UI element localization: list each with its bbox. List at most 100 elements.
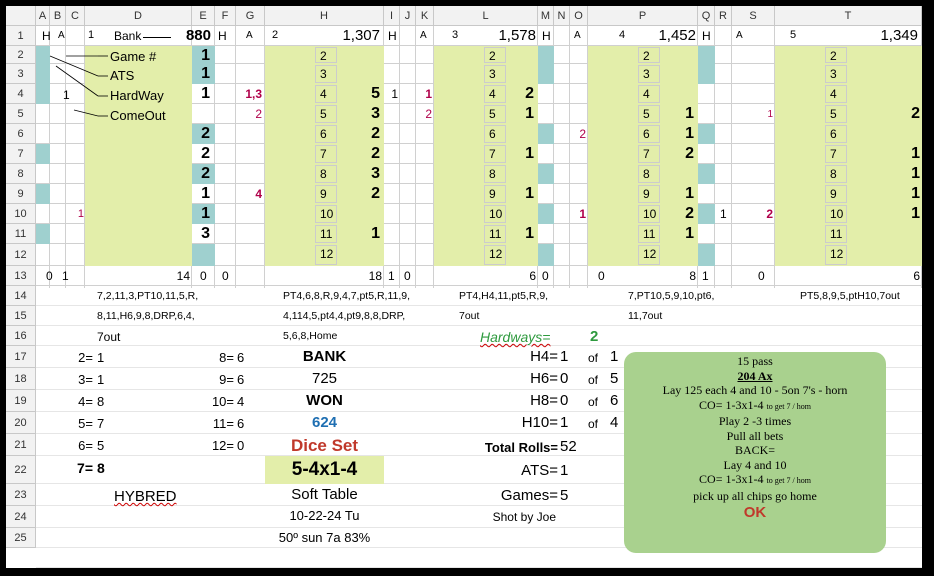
- col-header-l[interactable]: L: [434, 6, 538, 26]
- row-header-2[interactable]: 2: [6, 46, 36, 64]
- number-label: 12: [643, 247, 657, 261]
- number-label: 7: [830, 147, 837, 161]
- col-header-n[interactable]: N: [554, 6, 570, 26]
- row-header-18[interactable]: 18: [6, 368, 36, 390]
- row-header-24[interactable]: 24: [6, 506, 36, 528]
- gridline-h: [36, 45, 922, 46]
- bank-label: Bank: [114, 29, 142, 43]
- gridline-v: [214, 26, 215, 288]
- row-header-21[interactable]: 21: [6, 434, 36, 456]
- row-header-23[interactable]: 23: [6, 484, 36, 506]
- number-label: 6: [643, 127, 650, 141]
- count-label: 8=: [219, 350, 234, 365]
- number-box: [484, 85, 506, 103]
- row-header-5[interactable]: 5: [6, 104, 36, 124]
- count-value: 6: [237, 416, 245, 431]
- number-box: [638, 105, 660, 123]
- cell-value: 0: [200, 269, 207, 283]
- row-header-10[interactable]: 10: [6, 204, 36, 224]
- number-label: 5: [643, 107, 650, 121]
- number-box: [825, 185, 847, 203]
- number-label: 8: [643, 167, 650, 181]
- col-header-o[interactable]: O: [570, 6, 588, 26]
- row-header-15[interactable]: 15: [6, 306, 36, 326]
- col-header-p[interactable]: P: [588, 6, 698, 26]
- teal-a: [36, 224, 50, 244]
- cell-value: 1: [88, 29, 95, 41]
- row-header-16[interactable]: 16: [6, 326, 36, 346]
- col-header-e[interactable]: E: [192, 6, 215, 26]
- cell-value: 1: [63, 88, 70, 102]
- count-value: 5: [97, 438, 105, 453]
- col-header-d[interactable]: D: [85, 6, 192, 26]
- hardways-label: Hardways=: [480, 329, 551, 345]
- col-header-i[interactable]: I: [384, 6, 400, 26]
- note-line-9: CO= 1-3x1-4 to get 7 / hom: [699, 472, 811, 486]
- note-line-3: Lay 125 each 4 and 10 - 5on 7's - horn: [662, 383, 848, 397]
- col-header-a[interactable]: A: [36, 6, 50, 26]
- gridline-v: [569, 26, 570, 288]
- row-header-22[interactable]: 22: [6, 456, 36, 484]
- col-header-s[interactable]: S: [732, 6, 775, 26]
- col-header-b[interactable]: B: [50, 6, 66, 26]
- cell-value: 5: [790, 29, 797, 41]
- row-header-17[interactable]: 17: [6, 346, 36, 368]
- number-box: [638, 245, 660, 265]
- col-header-k[interactable]: K: [416, 6, 434, 26]
- row-header-13[interactable]: 13: [6, 266, 36, 286]
- cell-value: 4: [619, 29, 626, 41]
- row-header-9[interactable]: 9: [6, 184, 36, 204]
- row-header-12[interactable]: 12: [6, 244, 36, 266]
- cell-value: H: [702, 29, 711, 43]
- strategy-note[interactable]: 15 pass 204 Ax Lay 125 each 4 and 10 - 5…: [624, 352, 886, 553]
- row-header-7[interactable]: 7: [6, 144, 36, 164]
- number-box: [825, 245, 847, 265]
- number-box: [484, 105, 506, 123]
- row-header-3[interactable]: 3: [6, 64, 36, 84]
- hardway-of: of: [588, 395, 599, 409]
- number-label: 5: [830, 107, 837, 121]
- cell-value: H: [42, 29, 51, 43]
- row-header-1[interactable]: 1: [6, 26, 36, 46]
- cell-value: 1: [525, 185, 534, 202]
- col-header-t[interactable]: T: [775, 6, 922, 26]
- row-header-14[interactable]: 14: [6, 286, 36, 306]
- col-header-q[interactable]: Q: [698, 6, 715, 26]
- col-header-r[interactable]: R: [715, 6, 732, 26]
- cell-value: 1: [371, 225, 380, 242]
- cell-value: 1: [685, 225, 694, 242]
- number-box: [638, 125, 660, 143]
- col-header-j[interactable]: J: [400, 6, 416, 26]
- col-header-c[interactable]: C: [66, 6, 85, 26]
- row-header-20[interactable]: 20: [6, 412, 36, 434]
- row-header-25[interactable]: 25: [6, 528, 36, 548]
- teal-q: [698, 204, 715, 224]
- cell-value: 1: [201, 47, 210, 64]
- col-header-g[interactable]: G: [236, 6, 265, 26]
- hybred-label: HYBRED: [114, 488, 177, 505]
- number-box: [825, 65, 847, 83]
- col-header-f[interactable]: F: [215, 6, 236, 26]
- number-label: 10: [643, 207, 657, 221]
- row-header-6[interactable]: 6: [6, 124, 36, 144]
- roll-sequence: 4,114,5,pt4,4,pt9,8,8,DRP,: [283, 310, 406, 322]
- shooter: Shot by Joe: [492, 510, 556, 524]
- row-header-19[interactable]: 19: [6, 390, 36, 412]
- corner-cell[interactable]: [6, 6, 36, 26]
- hardway-of: of: [588, 351, 599, 365]
- gridline-v: [553, 26, 554, 288]
- row-header-11[interactable]: 11: [6, 224, 36, 244]
- number-label: 11: [643, 227, 656, 241]
- col-header-h[interactable]: H: [265, 6, 384, 26]
- row-header-4[interactable]: 4: [6, 84, 36, 104]
- number-label: 6: [489, 127, 496, 141]
- count-label: 2=: [78, 350, 93, 365]
- cell-value: 6: [913, 269, 920, 283]
- cell-value: 1,452: [658, 27, 696, 44]
- cell-value: 1: [911, 145, 920, 162]
- number-label: 7: [320, 147, 327, 161]
- col-header-m[interactable]: M: [538, 6, 554, 26]
- row-header-8[interactable]: 8: [6, 164, 36, 184]
- cell-value: 1: [201, 65, 210, 82]
